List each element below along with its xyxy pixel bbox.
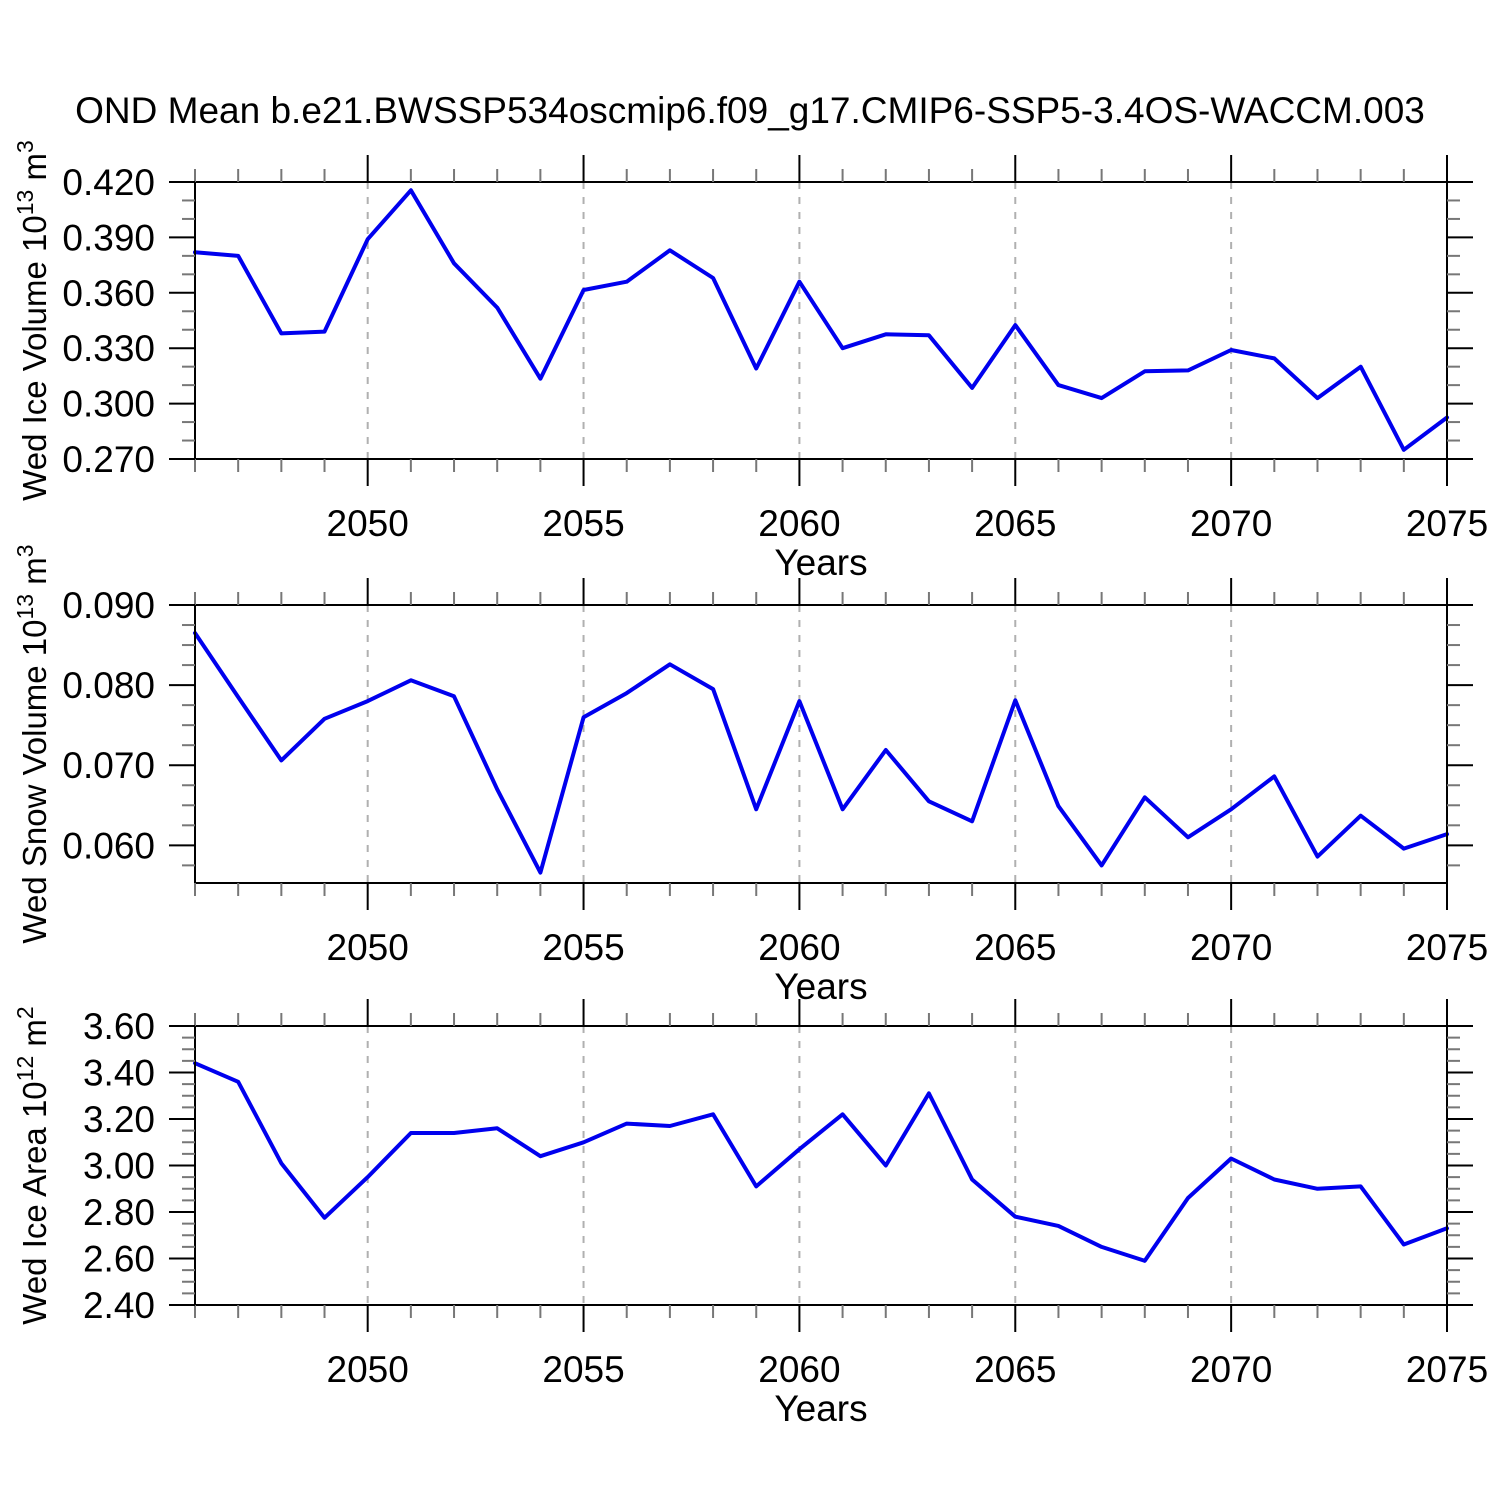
y-axis-title-segment: m	[16, 557, 53, 594]
x-tick-label: 2055	[542, 927, 624, 968]
data-line-wed-ice-area	[193, 1061, 1449, 1263]
x-tick-label: 2075	[1406, 503, 1488, 544]
y-tick-label: 0.080	[62, 665, 155, 706]
y-tick-label: 0.360	[62, 273, 155, 314]
y-tick-label: 2.40	[83, 1285, 155, 1326]
y-axis-title: Wed Ice Area 1012 m2	[12, 1006, 53, 1324]
y-axis-title-superscript: 13	[12, 594, 38, 620]
x-axis-title: Years	[774, 966, 867, 1007]
x-axis-title: Years	[774, 542, 867, 583]
y-tick-label: 0.070	[62, 745, 155, 786]
y-axis-title-superscript: 3	[12, 140, 38, 153]
y-axis-title-segment: m	[16, 153, 53, 190]
x-tick-label: 2070	[1190, 1349, 1272, 1390]
y-tick-label: 3.00	[83, 1146, 155, 1187]
x-tick-label: 2065	[974, 927, 1056, 968]
y-axis-title-segment: Wed Snow Volume 10	[16, 619, 53, 943]
y-tick-label: 3.40	[83, 1053, 155, 1094]
y-tick-label: 3.60	[83, 1006, 155, 1047]
y-tick-label: 0.330	[62, 328, 155, 369]
plot-frame	[194, 181, 1448, 460]
x-tick-label: 2065	[974, 503, 1056, 544]
y-axis-title-superscript: 2	[12, 1006, 38, 1019]
x-tick-label: 2060	[758, 503, 840, 544]
data-line-wed-snow-volume	[193, 631, 1449, 875]
y-axis-title-superscript: 13	[12, 190, 38, 216]
y-tick-label: 0.420	[62, 162, 155, 203]
y-tick-label: 0.390	[62, 217, 155, 258]
x-tick-label: 2060	[758, 927, 840, 968]
y-axis-title: Wed Ice Volume 1013 m3	[12, 140, 53, 501]
x-tick-label: 2070	[1190, 927, 1272, 968]
y-axis-title-superscript: 3	[12, 544, 38, 557]
plot-frame	[194, 604, 1448, 884]
x-tick-label: 2055	[542, 503, 624, 544]
x-tick-label: 2050	[327, 1349, 409, 1390]
x-axis-title: Years	[774, 1388, 867, 1429]
x-tick-label: 2050	[327, 927, 409, 968]
plot-frame	[194, 1025, 1448, 1306]
y-tick-label: 0.060	[62, 825, 155, 866]
x-tick-label: 2065	[974, 1349, 1056, 1390]
y-axis-title-superscript: 12	[12, 1056, 38, 1082]
x-tick-label: 2075	[1406, 1349, 1488, 1390]
y-axis-title: Wed Snow Volume 1013 m3	[12, 544, 53, 943]
y-tick-label: 0.090	[62, 585, 155, 626]
y-tick-label: 0.270	[62, 439, 155, 480]
y-tick-label: 2.80	[83, 1192, 155, 1233]
y-tick-label: 2.60	[83, 1239, 155, 1280]
y-axis-title-segment: Wed Ice Volume 10	[16, 215, 53, 501]
x-tick-label: 2060	[758, 1349, 840, 1390]
chart-title: OND Mean b.e21.BWSSP534oscmip6.f09_g17.C…	[75, 90, 1425, 131]
y-tick-label: 0.300	[62, 384, 155, 425]
x-tick-label: 2055	[542, 1349, 624, 1390]
x-tick-label: 2075	[1406, 927, 1488, 968]
y-axis-title-segment: m	[16, 1019, 53, 1056]
y-tick-label: 3.20	[83, 1099, 155, 1140]
x-tick-label: 2050	[327, 503, 409, 544]
data-line-wed-ice-volume	[193, 188, 1449, 452]
x-tick-label: 2070	[1190, 503, 1272, 544]
y-axis-title-segment: Wed Ice Area 10	[16, 1081, 53, 1324]
